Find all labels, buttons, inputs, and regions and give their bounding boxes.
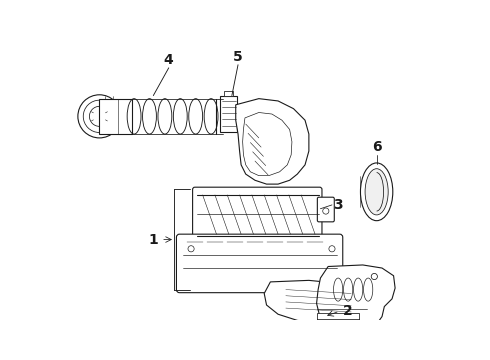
Bar [99,99,132,134]
Ellipse shape [189,99,203,134]
Polygon shape [243,112,292,176]
Polygon shape [236,99,309,184]
Polygon shape [317,265,395,336]
Text: 6: 6 [372,140,381,154]
Bar [317,313,359,327]
Ellipse shape [354,278,363,301]
Ellipse shape [343,278,353,301]
Ellipse shape [158,99,172,134]
Text: 3: 3 [333,198,343,212]
Bar [220,95,237,132]
Ellipse shape [361,163,393,221]
FancyBboxPatch shape [176,234,343,293]
Ellipse shape [143,99,156,134]
Circle shape [78,95,121,138]
Bar [224,91,233,95]
Ellipse shape [204,99,218,134]
FancyBboxPatch shape [318,197,334,222]
Text: 5: 5 [233,50,243,64]
Ellipse shape [127,99,141,134]
Polygon shape [264,280,367,323]
Ellipse shape [364,278,373,301]
Text: 4: 4 [164,53,173,67]
FancyBboxPatch shape [193,187,322,239]
Text: 1: 1 [148,233,158,247]
Ellipse shape [365,169,388,215]
Text: 2: 2 [343,304,352,318]
Ellipse shape [334,278,343,301]
Ellipse shape [173,99,187,134]
